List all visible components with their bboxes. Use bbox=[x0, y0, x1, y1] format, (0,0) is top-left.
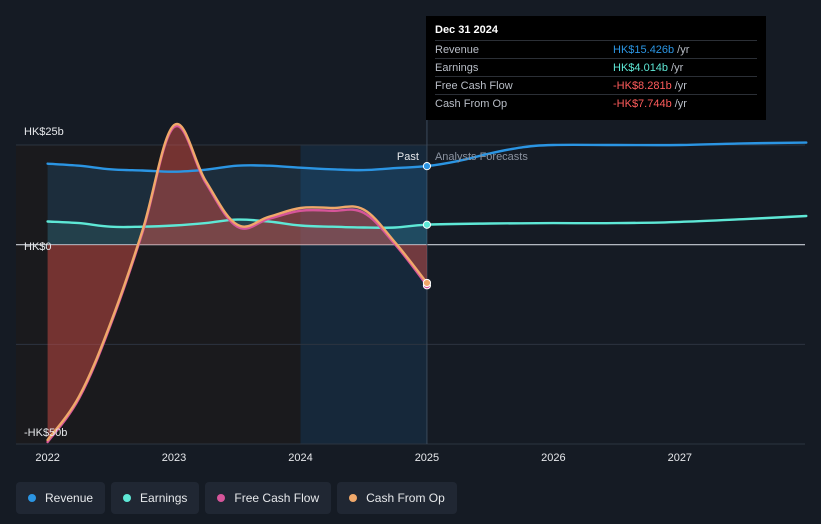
past-label: Past bbox=[397, 151, 419, 163]
tooltip-label: Cash From Op bbox=[435, 97, 508, 110]
forecast-label: Analysts Forecasts bbox=[435, 151, 528, 163]
y-tick-label: -HK$50b bbox=[24, 427, 67, 439]
legend-dot-icon bbox=[123, 494, 132, 502]
tooltip-value: -HK$7.744b bbox=[613, 97, 672, 110]
tooltip-label: Earnings bbox=[435, 61, 479, 74]
tooltip-value: HK$15.426b bbox=[613, 43, 675, 56]
legend-dot-icon bbox=[349, 494, 358, 502]
legend-label: Earnings bbox=[140, 491, 188, 505]
highlight-band bbox=[300, 145, 427, 444]
cash-from-op-marker bbox=[422, 278, 432, 288]
legend-item-free-cash-flow[interactable]: Free Cash Flow bbox=[205, 482, 332, 514]
free-cash-flow-area bbox=[47, 125, 427, 442]
tooltip-row: Revenue HK$15.426b/yr bbox=[435, 40, 757, 58]
legend-dot-icon bbox=[28, 494, 36, 502]
x-tick-label: 2025 bbox=[415, 452, 439, 464]
revenue-line bbox=[46, 141, 808, 173]
x-tick-label: 2023 bbox=[162, 452, 186, 464]
legend-label: Free Cash Flow bbox=[234, 491, 320, 505]
legend-item-cash-from-op[interactable]: Cash From Op bbox=[337, 482, 457, 514]
x-tick-label: 2027 bbox=[668, 452, 692, 464]
legend-item-earnings[interactable]: Earnings bbox=[111, 482, 200, 514]
legend-label: Cash From Op bbox=[366, 491, 445, 505]
legend-dot-icon bbox=[217, 494, 226, 502]
tooltip-date: Dec 31 2024 bbox=[435, 24, 498, 36]
x-tick-label: 2022 bbox=[35, 452, 59, 464]
tooltip-unit: /yr bbox=[674, 97, 687, 110]
tooltip-row: Earnings HK$4.014b/yr bbox=[435, 58, 757, 76]
legend-item-revenue[interactable]: Revenue bbox=[16, 482, 106, 514]
legend: Revenue Earnings Free Cash Flow Cash From O… bbox=[16, 482, 457, 514]
tooltip-unit: /yr bbox=[677, 43, 690, 56]
past-shade bbox=[16, 145, 301, 444]
tooltip: Dec 31 2024 Revenue HK$15.426b/yr Earnings… bbox=[426, 16, 766, 120]
legend-label: Revenue bbox=[45, 491, 94, 505]
tooltip-unit: /yr bbox=[671, 61, 684, 74]
earnings-marker bbox=[422, 220, 432, 229]
earnings-area bbox=[47, 219, 427, 245]
x-tick-label: 2026 bbox=[541, 452, 565, 464]
tooltip-label: Free Cash Flow bbox=[435, 79, 513, 92]
tooltip-value: -HK$8.281b bbox=[613, 79, 672, 92]
cash-from-op-line bbox=[46, 122, 429, 442]
x-tick-label: 2024 bbox=[288, 452, 312, 464]
y-tick-label: HK$0 bbox=[24, 241, 52, 253]
tooltip-unit: /yr bbox=[674, 79, 687, 92]
tooltip-value: HK$4.014b bbox=[613, 61, 669, 74]
revenue-marker bbox=[422, 162, 432, 171]
cash-from-op-area bbox=[47, 123, 427, 440]
tooltip-row: Free Cash Flow -HK$8.281b/yr bbox=[435, 76, 757, 94]
tooltip-row: Cash From Op -HK$7.744b/yr bbox=[435, 94, 757, 112]
tooltip-label: Revenue bbox=[435, 43, 480, 56]
revenue-area bbox=[47, 163, 427, 245]
y-tick-label: HK$25b bbox=[24, 126, 64, 138]
